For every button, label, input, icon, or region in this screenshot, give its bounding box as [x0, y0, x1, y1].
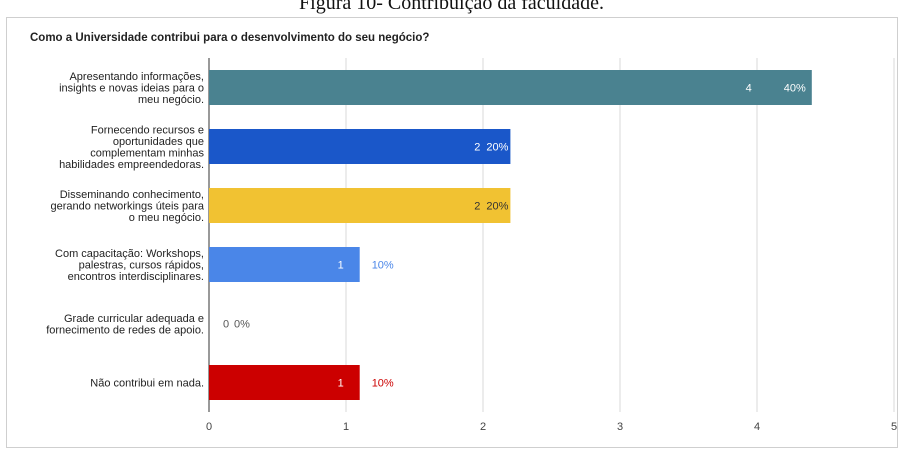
x-tick-label: 0 [206, 421, 212, 433]
category-label: habilidades empreendedoras. [59, 159, 204, 171]
x-tick-label: 1 [343, 421, 349, 433]
category-label: Com capacitação: Workshops, [55, 248, 204, 260]
x-tick-label: 3 [617, 421, 623, 433]
data-label-count: 1 [338, 378, 344, 390]
category-label: Grade curricular adequada e [64, 313, 204, 325]
category-label: palestras, cursos rápidos, [79, 260, 204, 272]
bar [209, 247, 360, 282]
data-label-count: 2 [474, 142, 480, 154]
category-label: complementam minhas [90, 147, 204, 159]
category-label: Fornecendo recursos e [91, 124, 204, 136]
category-label: insights e novas ideias para o [59, 83, 204, 95]
bar [209, 188, 511, 223]
category-label: Disseminando conhecimento, [60, 189, 204, 201]
figure-caption: Figura 10- Contribuição da faculdade. [299, 0, 604, 14]
category-label: encontros interdisciplinares. [68, 271, 204, 283]
bar [209, 129, 511, 164]
data-label-percent: 40% [784, 83, 806, 95]
category-label: oportunidades que [113, 136, 204, 148]
category-label: Não contribui em nada. [90, 378, 204, 390]
x-tick-label: 5 [891, 421, 897, 433]
chart-title: Como a Universidade contribui para o des… [30, 32, 430, 44]
x-tick-label: 2 [480, 421, 486, 433]
data-label-percent: 10% [372, 378, 394, 390]
data-label-percent: 10% [372, 260, 394, 272]
data-label-percent: 20% [486, 201, 508, 213]
data-label-count: 0 [223, 319, 229, 331]
data-label-percent: 20% [486, 142, 508, 154]
data-label-count: 2 [474, 201, 480, 213]
category-label: Apresentando informações, [69, 71, 204, 83]
data-label-count: 1 [338, 260, 344, 272]
data-label-percent: 0% [234, 319, 250, 331]
category-label: gerando networkings úteis para [51, 201, 205, 213]
category-label: fornecimento de redes de apoio. [46, 324, 204, 336]
bar [209, 365, 360, 400]
data-label-count: 4 [746, 83, 752, 95]
category-label: o meu negócio. [129, 212, 204, 224]
x-tick-label: 4 [754, 421, 760, 433]
bar [209, 70, 812, 105]
category-label: meu negócio. [138, 94, 204, 106]
